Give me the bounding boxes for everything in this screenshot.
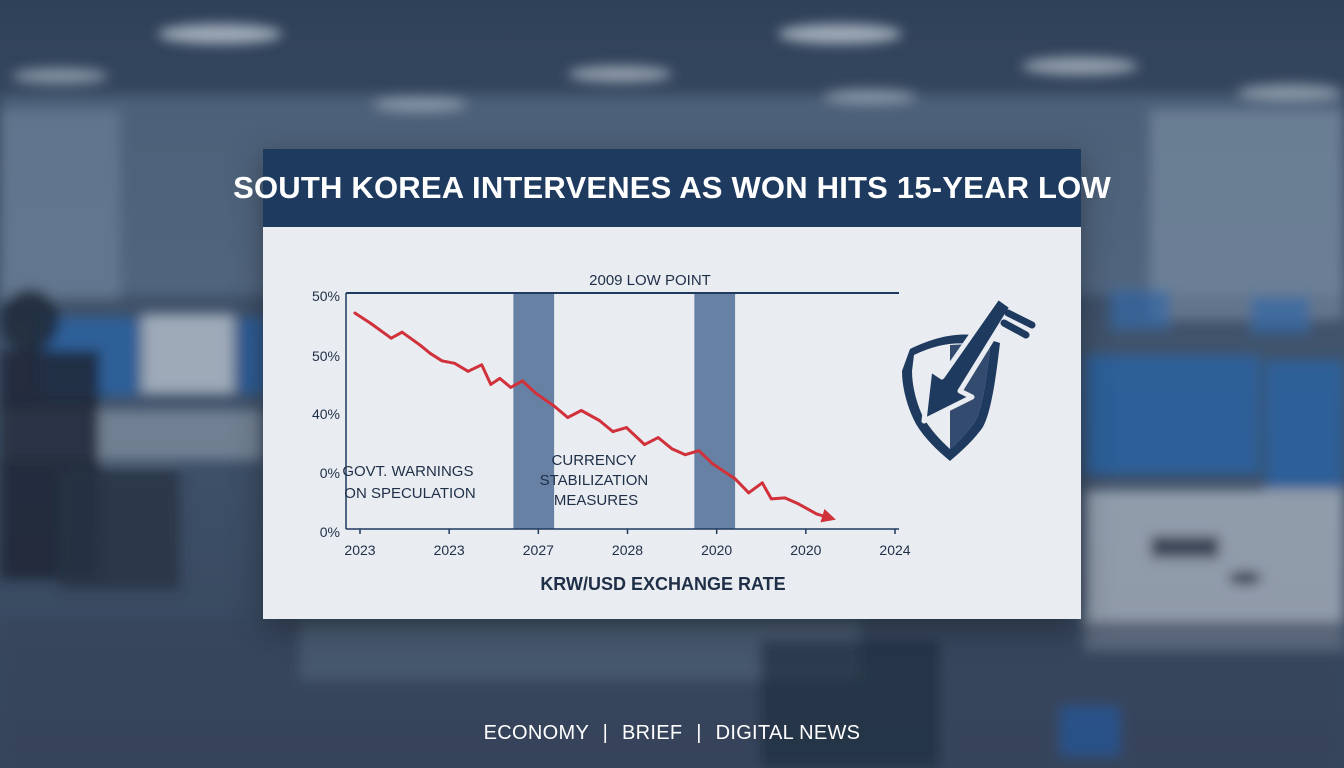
- annotation-govt-line-1: GOVT. WARNINGS: [342, 463, 473, 480]
- data-point: [625, 426, 628, 429]
- data-point: [643, 443, 646, 447]
- annotation-govt-warnings: GOVT. WARNINGS ON SPECULATION: [342, 463, 477, 502]
- x-tick-label: 2020: [790, 542, 821, 558]
- x-axis-title: KRW/USD EXCHANGE RATE: [540, 574, 785, 594]
- annotation-currency-line-3: MEASURES: [554, 492, 638, 509]
- x-tick-label: 2028: [612, 542, 643, 558]
- data-point: [552, 404, 556, 408]
- data-point: [509, 386, 513, 389]
- data-point: [733, 477, 737, 481]
- x-tick-label: 2020: [701, 542, 732, 558]
- shaded-band-1: [513, 293, 555, 529]
- data-point: [389, 336, 393, 340]
- data-point: [579, 409, 583, 412]
- annotation-currency-line-1: CURRENCY: [552, 452, 637, 469]
- annotation-2009-low-point: 2009 LOW POINT: [589, 272, 711, 289]
- data-point: [597, 419, 601, 422]
- data-point: [611, 430, 615, 433]
- x-axis-ticks: 2023 2023 2027 2028 2020 2020 2024: [344, 529, 911, 558]
- footer-separator: |: [602, 722, 609, 744]
- series-line: [353, 311, 832, 520]
- y-axis-ticks: 50% 50% 40% 0% 0%: [312, 288, 340, 540]
- data-point: [440, 359, 444, 363]
- y-tick-label: 50%: [312, 348, 340, 364]
- data-point: [453, 361, 456, 365]
- data-point: [711, 462, 714, 466]
- data-point: [656, 436, 660, 440]
- series-layer: [353, 311, 836, 523]
- data-point: [489, 382, 493, 386]
- data-point: [428, 351, 432, 355]
- y-tick-label: 0%: [320, 465, 340, 481]
- card-header: SOUTH KOREA INTERVENES AS WON HITS 15-YE…: [233, 149, 1111, 227]
- data-point: [498, 376, 502, 380]
- x-tick-label: 2023: [434, 542, 465, 558]
- data-point: [418, 343, 422, 347]
- data-point: [670, 447, 674, 451]
- annotation-govt-line-2: ON SPECULATION: [344, 485, 475, 502]
- x-tick-label: 2027: [523, 542, 554, 558]
- data-point: [783, 496, 787, 500]
- x-tick-label: 2024: [879, 542, 910, 558]
- data-point: [760, 481, 764, 485]
- data-point: [400, 330, 404, 334]
- x-tick-label: 2023: [344, 542, 375, 558]
- footer-category-line: ECONOMY | BRIEF | DIGITAL NEWS: [0, 722, 1344, 745]
- data-point: [769, 497, 773, 501]
- data-point: [534, 392, 538, 395]
- footer-item-digital-news: DIGITAL NEWS: [715, 722, 861, 744]
- y-tick-label: 40%: [312, 406, 340, 422]
- data-point: [797, 502, 800, 506]
- data-point: [368, 321, 372, 325]
- shield-downward-arrow-icon: [902, 294, 1036, 461]
- y-tick-label: 50%: [312, 288, 340, 304]
- exchange-rate-chart: 2009 LOW POINT 50%50%40%0%0% 2023 2023 202…: [312, 272, 1036, 594]
- shaded-bands: [513, 293, 736, 529]
- data-point: [466, 369, 470, 373]
- data-point: [480, 363, 484, 367]
- data-point: [566, 416, 570, 419]
- annotation-currency-line-2: STABILIZATION: [540, 472, 649, 489]
- data-point: [353, 311, 357, 315]
- y-tick-label: 0%: [320, 524, 340, 540]
- data-point: [697, 449, 701, 453]
- data-point: [724, 471, 728, 475]
- data-point: [747, 491, 751, 495]
- shaded-band-2: [694, 293, 736, 529]
- footer-item-brief: BRIEF: [621, 722, 683, 744]
- data-point: [683, 453, 687, 457]
- annotation-currency-stabilization: CURRENCY STABILIZATION MEASURES: [540, 452, 653, 509]
- headline: SOUTH KOREA INTERVENES AS WON HITS 15-YE…: [233, 170, 1111, 205]
- chart-card: SOUTH KOREA INTERVENES AS WON HITS 15-YE…: [233, 149, 1111, 619]
- data-point: [521, 379, 524, 383]
- trend-arrowhead: [820, 508, 836, 523]
- footer-separator: |: [696, 722, 702, 744]
- footer-item-economy: ECONOMY: [483, 722, 589, 744]
- data-point: [815, 512, 818, 516]
